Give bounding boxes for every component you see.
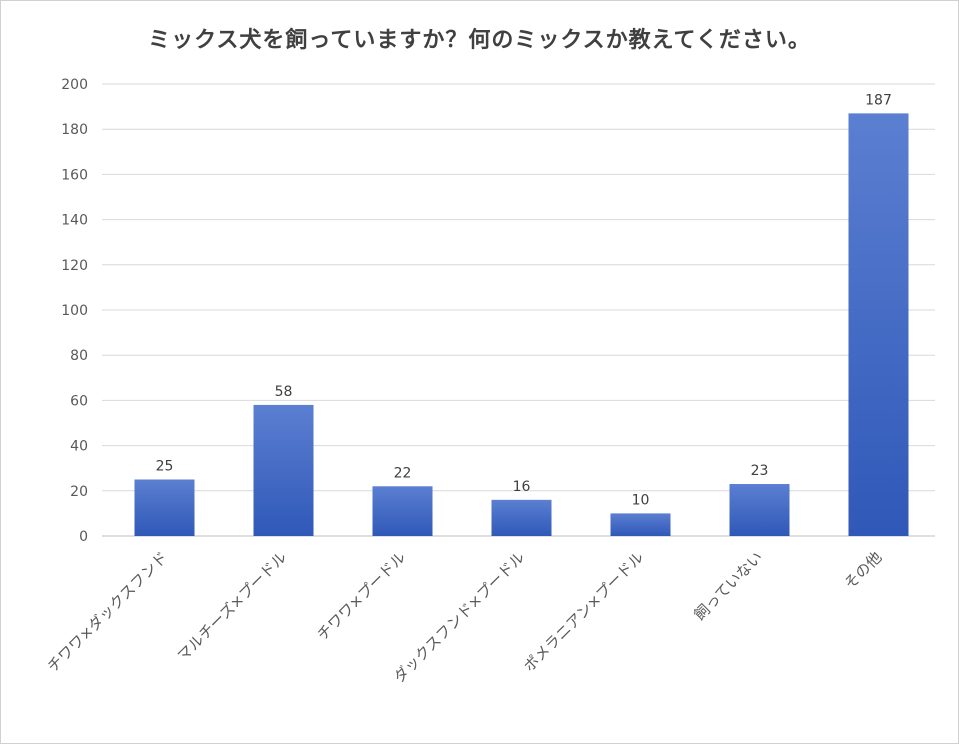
category-label: ポメラニアン×プードル — [520, 548, 647, 675]
category-label: マルチーズ×プードル — [174, 548, 291, 665]
category-label: チワワ×プードル — [313, 548, 409, 644]
bar — [372, 486, 433, 536]
bar — [610, 513, 671, 536]
category-label: 飼っていない — [690, 548, 766, 624]
data-label: 58 — [275, 384, 293, 400]
bar — [848, 113, 909, 536]
data-label: 10 — [632, 492, 650, 508]
category-label: チワワ×ダックスフンド — [44, 548, 172, 676]
data-label: 23 — [751, 463, 769, 479]
bar — [729, 484, 790, 536]
y-tick-label: 120 — [61, 258, 88, 274]
y-tick-label: 180 — [61, 122, 88, 138]
chart-title: ミックス犬を飼っていますか？何のミックスか教えてください。 — [148, 28, 811, 53]
y-tick-label: 40 — [70, 439, 88, 455]
data-label: 187 — [865, 92, 892, 108]
category-label: その他 — [841, 548, 886, 593]
data-labels: 25 58 22 16 10 23 187 — [156, 92, 892, 508]
category-labels: チワワ×ダックスフンド マルチーズ×プードル チワワ×プードルダックスフンド×プード… — [44, 548, 886, 686]
data-label: 25 — [156, 459, 174, 475]
y-axis-ticks: 0 20 40 60 80 100 120 140 160 180 200 — [61, 77, 88, 545]
gridlines — [102, 83, 935, 537]
data-label: 16 — [513, 479, 531, 495]
y-tick-label: 20 — [70, 484, 88, 500]
y-tick-label: 80 — [70, 348, 88, 364]
y-tick-label: 200 — [61, 77, 88, 93]
category-label: ダックスフンド×プードル — [390, 548, 528, 686]
bar — [491, 499, 552, 536]
bar — [253, 404, 314, 536]
data-label: 22 — [394, 465, 412, 481]
bars — [134, 113, 909, 536]
y-tick-label: 60 — [70, 393, 88, 409]
y-tick-label: 160 — [61, 167, 88, 183]
y-tick-label: 100 — [61, 303, 88, 319]
y-tick-label: 0 — [79, 529, 88, 545]
y-tick-label: 140 — [61, 213, 88, 229]
bar — [134, 479, 195, 536]
